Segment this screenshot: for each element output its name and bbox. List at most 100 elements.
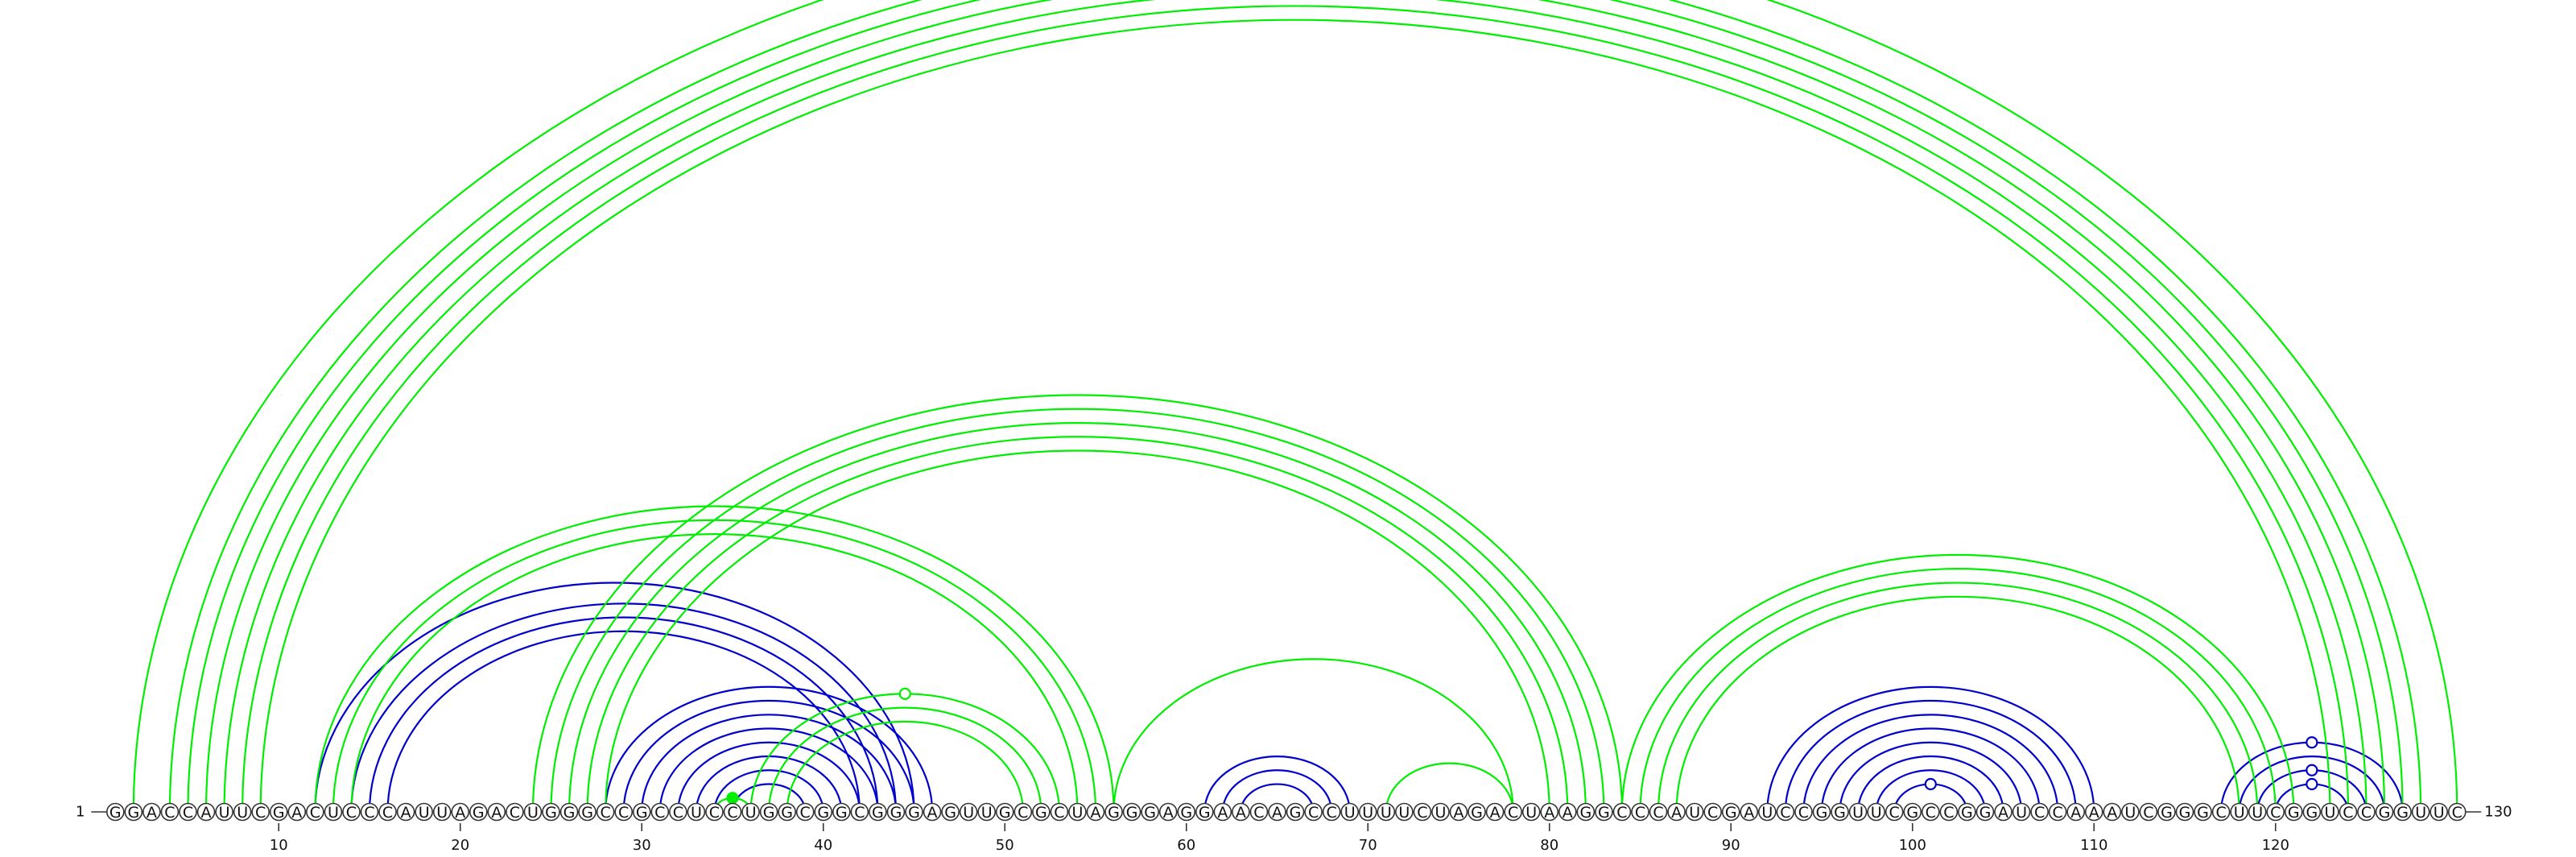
nucleotide-letter: C <box>364 804 374 822</box>
nucleotide-circle <box>251 802 270 822</box>
blue-helix-2-arc-30-44 <box>641 714 898 813</box>
nucleotide-69: U <box>1340 802 1359 822</box>
nucleotide-81: A <box>1558 802 1577 822</box>
nucleotide-71: U <box>1377 802 1396 822</box>
nucleotide-90: G <box>1721 802 1740 822</box>
nucleotide-circle <box>1958 802 1976 822</box>
nucleotide-78: C <box>1504 802 1522 822</box>
nucleotide-33: U <box>687 802 706 822</box>
tick-label-30: 30 <box>633 837 651 854</box>
arc-markers <box>726 687 2318 805</box>
nucleotide-circle <box>469 802 488 822</box>
blue-helix-5-arc-118-126 <box>2238 755 2386 813</box>
nucleotide-circle <box>415 802 433 822</box>
nucleotide-circle <box>2302 802 2322 822</box>
nucleotide-41: G <box>832 802 851 822</box>
nucleotide-circle <box>1213 802 1232 822</box>
nucleotide-letter: G <box>1579 804 1591 822</box>
nucleotide-13: U <box>324 802 343 822</box>
nucleotide-letter: G <box>908 804 920 822</box>
nucleotide-20: A <box>451 802 470 822</box>
nucleotide-letter: U <box>219 804 230 822</box>
nucleotide-letter: C <box>618 804 629 822</box>
nucleotide-circle <box>506 802 524 822</box>
nucleotide-letter: G <box>273 804 285 822</box>
nucleotide-letter: A <box>1236 804 1246 822</box>
nucleotide-123: U <box>2321 802 2339 822</box>
nucleotide-127: G <box>2393 802 2412 822</box>
nucleotide-letter: G <box>636 804 648 822</box>
nucleotide-circle <box>2157 802 2176 822</box>
nucleotide-letter: U <box>1398 804 1410 822</box>
nucleotide-circle <box>1068 802 1087 822</box>
nucleotide-letter: U <box>745 804 757 822</box>
nucleotide-letter: C <box>2343 804 2353 822</box>
start-position-label: 1 <box>76 804 85 821</box>
nucleotide-30: G <box>632 802 651 822</box>
nucleotide-126: G <box>2375 802 2394 822</box>
nucleotide-40: G <box>814 802 833 822</box>
nucleotide-letter: U <box>328 804 339 822</box>
nucleotide-letter: G <box>1471 804 1483 822</box>
nucleotide-letter: G <box>581 804 593 822</box>
nucleotide-circle <box>1268 802 1286 822</box>
nucleotide-circle <box>778 802 796 822</box>
nucleotide-circle <box>396 802 415 822</box>
nucleotide-letter: C <box>510 804 520 822</box>
nucleotide-63: A <box>1232 802 1250 822</box>
nucleotide-50: G <box>995 802 1014 822</box>
nucleotide-51: C <box>1013 802 1033 822</box>
nucleotide-circle <box>1595 802 1613 822</box>
nucleotide-letter: U <box>1852 804 1864 822</box>
nucleotide-letter: U <box>2434 804 2445 822</box>
nucleotide-circle <box>1232 802 1250 822</box>
nucleotide-circle <box>723 802 742 822</box>
nucleotide-circle <box>2139 802 2158 822</box>
nucleotide-89: C <box>1703 802 1722 822</box>
nucleotide-35: C <box>723 802 742 822</box>
nucleotide-91: A <box>1740 802 1759 822</box>
nucleotide-letter: G <box>1816 804 1828 822</box>
nucleotide-letter: G <box>1598 804 1610 822</box>
nucleotide-circle <box>1885 802 1904 822</box>
nucleotide-circle <box>1395 802 1414 822</box>
nucleotide-letter: A <box>927 804 938 822</box>
nucleotide-circle <box>1703 802 1722 822</box>
tick-label-110: 110 <box>2080 837 2107 854</box>
nucleotide-4: C <box>160 802 180 822</box>
nucleotide-circle <box>233 802 252 822</box>
blue-helix-1-arc-14-44 <box>350 602 898 813</box>
nucleotide-letter: C <box>1653 804 1663 822</box>
nucleotide-circle <box>1540 802 1559 822</box>
nucleotide-letter: A <box>455 804 465 822</box>
nucleotide-circle <box>487 802 506 822</box>
nucleotide-letter: C <box>2034 804 2045 822</box>
nucleotide-letter: G <box>127 804 139 822</box>
nucleotide-circle <box>596 802 615 822</box>
nucleotide-letter: C <box>854 804 865 822</box>
nucleotide-circle <box>1776 802 1795 822</box>
nucleotide-circle <box>2357 802 2376 822</box>
nucleotide-22: A <box>487 802 506 822</box>
nucleotide-letter: U <box>419 804 430 822</box>
green-helix-9-arc-85-120 <box>1639 568 2277 813</box>
nucleotide-62: A <box>1213 802 1232 822</box>
nucleotide-letter: A <box>2070 804 2081 822</box>
nucleotide-circle <box>1158 802 1178 822</box>
tick-label-60: 60 <box>1177 837 1195 854</box>
nucleotide-letter: U <box>527 804 539 822</box>
nucleotide-10: G <box>269 802 288 822</box>
nucleotide-circle <box>1667 802 1686 822</box>
nucleotide-circle <box>432 802 452 822</box>
nucleotide-45: G <box>905 802 923 822</box>
nucleotide-letter: U <box>1362 804 1373 822</box>
nucleotide-letter: C <box>601 804 611 822</box>
nucleotide-letter: U <box>2252 804 2263 822</box>
nucleotide-letter: G <box>2197 804 2209 822</box>
nucleotide-43: G <box>869 802 887 822</box>
nucleotide-letter: C <box>1707 804 1718 822</box>
nucleotide-circle <box>1340 802 1359 822</box>
nucleotide-117: C <box>2211 802 2231 822</box>
nucleotide-letter: U <box>1381 804 1392 822</box>
nucleotide-14: C <box>342 802 361 822</box>
